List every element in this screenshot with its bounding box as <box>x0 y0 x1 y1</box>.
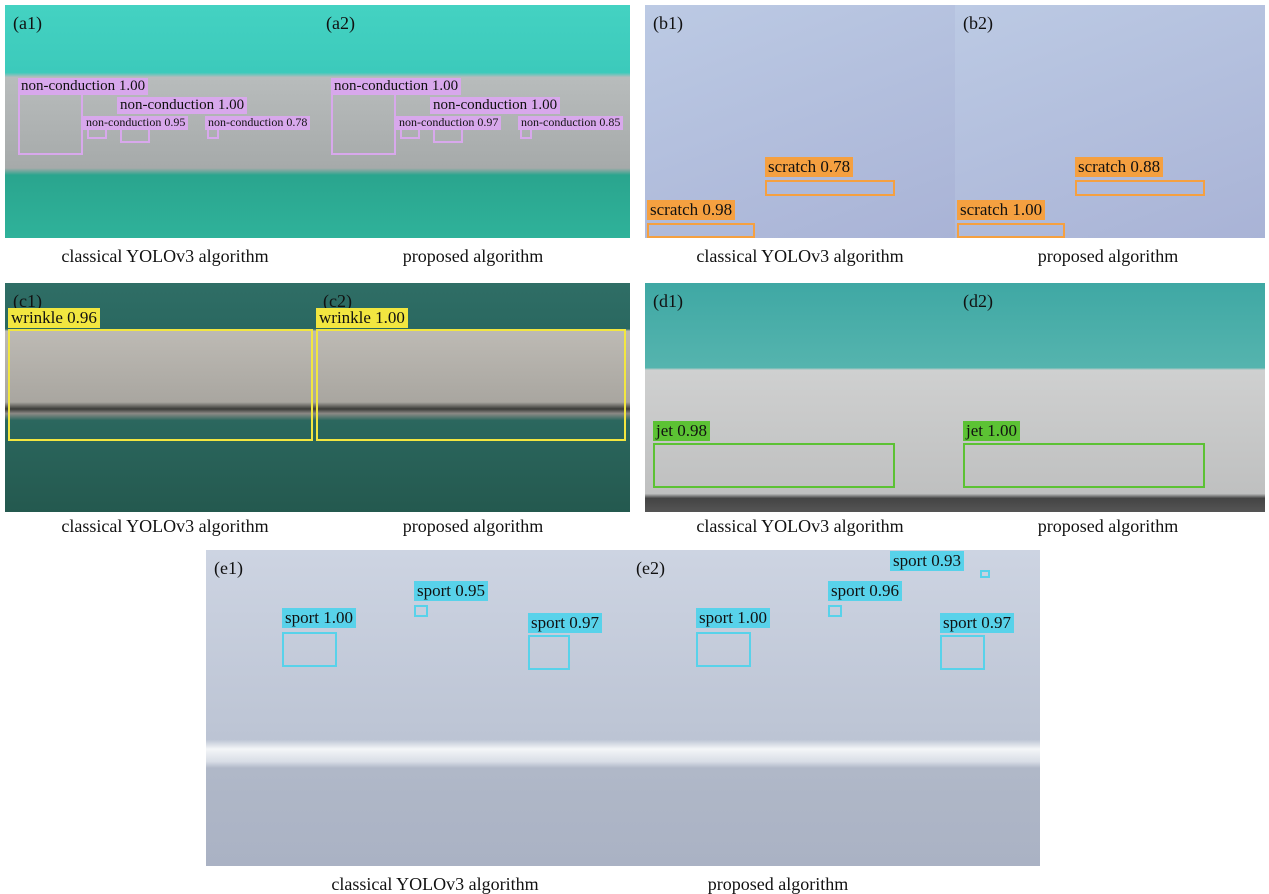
detection-label: jet 1.00 <box>963 421 1020 441</box>
caption: classical YOLOv3 algorithm <box>331 874 538 894</box>
detection-label: sport 0.97 <box>940 613 1014 633</box>
panel-label: (a2) <box>326 13 355 34</box>
photo-panel: (a1) non-conduction 1.00 non-conduction 1.… <box>5 5 318 238</box>
photo-panel: (c1)wrinkle 0.96 <box>5 283 315 512</box>
detection-label: sport 0.96 <box>828 581 902 601</box>
panel-label: (a1) <box>13 13 42 34</box>
panel-label: (b1) <box>653 13 683 34</box>
detection-label: non-conduction 1.00 <box>331 78 461 95</box>
detection-box <box>957 223 1065 238</box>
detection-box <box>331 93 396 155</box>
detection-label: scratch 0.88 <box>1075 157 1163 177</box>
detection-label: wrinkle 1.00 <box>316 308 408 328</box>
detection-label: sport 0.97 <box>528 613 602 633</box>
panel-label: (b2) <box>963 13 993 34</box>
detection-box <box>696 632 751 667</box>
detection-label: non-conduction 0.78 <box>205 116 310 130</box>
detection-label: jet 0.98 <box>653 421 710 441</box>
detection-box <box>1075 180 1205 196</box>
detection-box <box>414 605 428 617</box>
panel-label: (d2) <box>963 291 993 312</box>
detection-label: non-conduction 1.00 <box>18 78 148 95</box>
panel-label: (e2) <box>636 558 665 579</box>
detection-label: sport 1.00 <box>696 608 770 628</box>
caption: proposed algorithm <box>1038 246 1178 267</box>
detection-label: non-conduction 1.00 <box>430 97 560 114</box>
caption: proposed algorithm <box>403 516 543 537</box>
detection-box <box>18 93 83 155</box>
photo-panel: (c2)wrinkle 1.00 <box>315 283 630 512</box>
detection-box <box>653 443 895 488</box>
photo-panel: (b1) scratch 0.78 scratch 0.98 <box>645 5 955 238</box>
photo-panel: (e1) sport 1.00 sport 0.95 sport 0.97 <box>206 550 628 866</box>
detection-label: sport 1.00 <box>282 608 356 628</box>
detection-box <box>282 632 337 667</box>
detection-box <box>963 443 1205 488</box>
caption: proposed algorithm <box>403 246 543 267</box>
detection-box <box>980 570 990 578</box>
photo-panel: (a2) non-conduction 1.00 non-conduction 1.… <box>318 5 630 238</box>
detection-box <box>765 180 895 196</box>
caption: classical YOLOv3 algorithm <box>61 516 268 537</box>
detection-label: non-conduction 0.85 <box>518 116 623 130</box>
photo-panel: (d1) jet 0.98 <box>645 283 955 512</box>
detection-label: scratch 1.00 <box>957 200 1045 220</box>
caption: classical YOLOv3 algorithm <box>61 246 268 267</box>
caption: proposed algorithm <box>708 874 848 894</box>
detection-label: wrinkle 0.96 <box>8 308 100 328</box>
caption: classical YOLOv3 algorithm <box>696 516 903 537</box>
detection-box <box>528 635 570 670</box>
caption: proposed algorithm <box>1038 516 1178 537</box>
detection-label: non-conduction 0.97 <box>396 116 501 130</box>
detection-box <box>8 329 313 441</box>
photo-panel: (e2) sport 1.00 sport 0.96 sport 0.97 sport … <box>628 550 1040 866</box>
photo-panel: (b2) scratch 0.88 scratch 1.00 <box>955 5 1265 238</box>
panel-label: (e1) <box>214 558 243 579</box>
caption: classical YOLOv3 algorithm <box>696 246 903 267</box>
detection-box <box>940 635 985 670</box>
detection-label: sport 0.93 <box>890 551 964 571</box>
panel-label: (d1) <box>653 291 683 312</box>
detection-label: scratch 0.78 <box>765 157 853 177</box>
detection-box <box>647 223 755 238</box>
detection-label: scratch 0.98 <box>647 200 735 220</box>
detection-label: sport 0.95 <box>414 581 488 601</box>
photo-panel: (d2) jet 1.00 <box>955 283 1265 512</box>
detection-label: non-conduction 0.95 <box>83 116 188 130</box>
figure: (a1) non-conduction 1.00 non-conduction 1.… <box>0 0 1269 894</box>
detection-box <box>828 605 842 617</box>
detection-box <box>316 329 626 441</box>
detection-label: non-conduction 1.00 <box>117 97 247 114</box>
